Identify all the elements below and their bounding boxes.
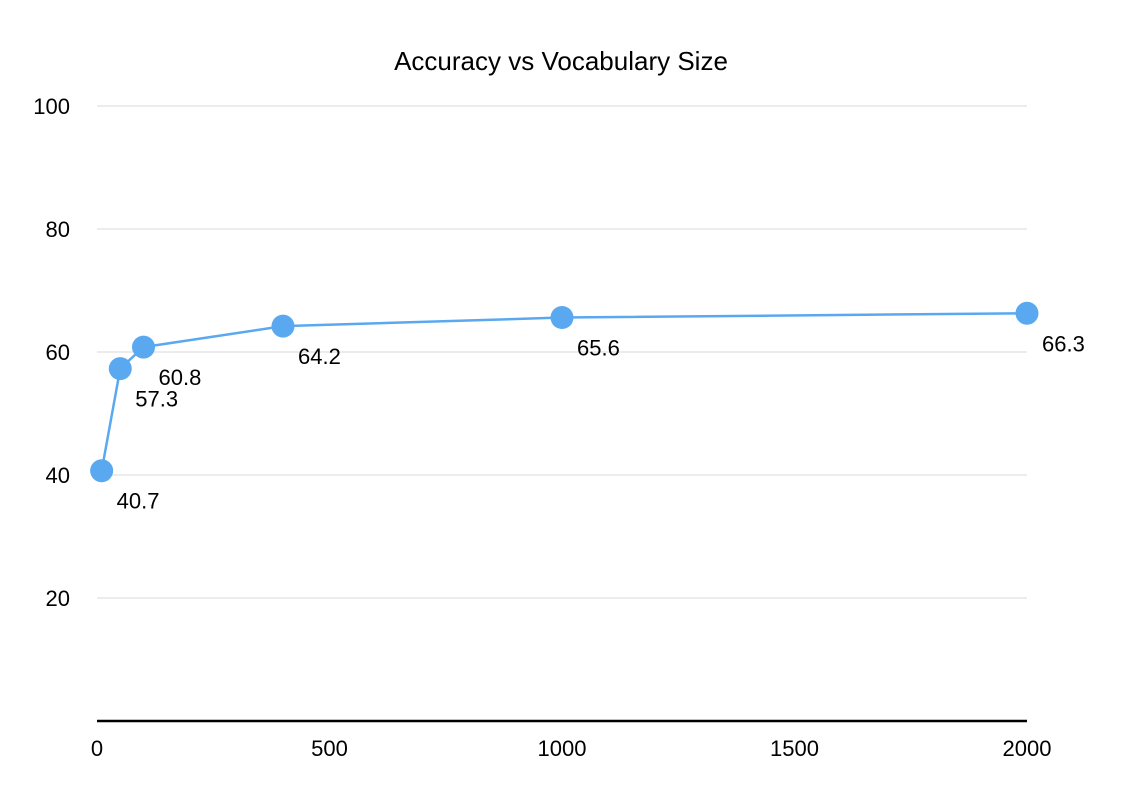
data-label: 66.3 — [1042, 331, 1085, 356]
y-tick-label: 80 — [46, 217, 70, 242]
y-tick-label: 60 — [46, 340, 70, 365]
data-point — [271, 314, 295, 338]
data-label: 40.7 — [117, 489, 160, 514]
y-tick-label: 40 — [46, 463, 70, 488]
data-point — [132, 335, 155, 359]
x-tick-label: 2000 — [1003, 736, 1052, 761]
x-tick-label: 500 — [311, 736, 348, 761]
x-tick-label: 0 — [91, 736, 103, 761]
series-line — [100, 312, 1028, 471]
data-label: 64.2 — [298, 344, 341, 369]
data-label: 60.8 — [159, 365, 202, 390]
data-label: 65.6 — [577, 336, 620, 361]
series-polyline — [100, 312, 1028, 471]
y-tick-label: 100 — [33, 94, 70, 119]
x-tick-label: 1500 — [770, 736, 819, 761]
data-labels: 40.7 57.360.8 64.2 65.6 66.3 — [117, 331, 1085, 513]
data-points — [90, 301, 1039, 483]
y-axis-ticks: 20 40 60 80 100 — [33, 94, 70, 611]
data-label: 57.3 — [135, 387, 178, 412]
data-point — [90, 459, 114, 483]
data-point — [1015, 301, 1039, 325]
chart-title: Accuracy vs Vocabulary Size — [394, 46, 728, 76]
data-point — [108, 357, 132, 381]
data-point — [550, 306, 574, 330]
x-tick-label: 1000 — [538, 736, 587, 761]
x-axis-ticks: 0 500 1000 1500 2000 — [91, 736, 1052, 761]
grid-lines — [97, 105, 1027, 599]
y-tick-label: 20 — [46, 586, 70, 611]
